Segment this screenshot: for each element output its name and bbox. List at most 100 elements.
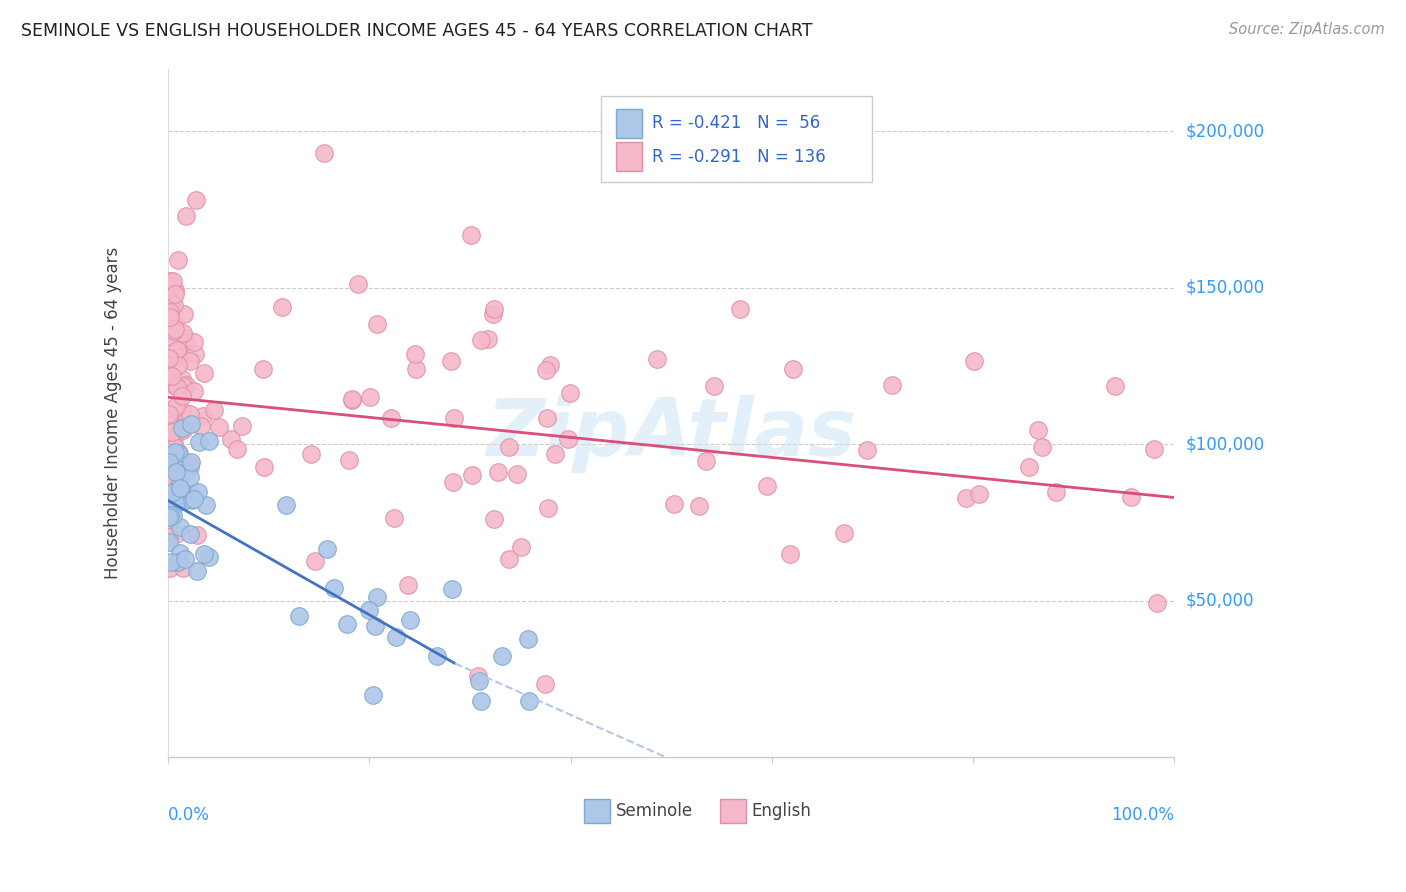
- Point: [183, 384, 205, 398]
- Point: [166, 380, 188, 394]
- Point: [498, 440, 520, 454]
- Point: [169, 481, 191, 495]
- Text: $100,000: $100,000: [1185, 435, 1264, 453]
- Point: [323, 581, 346, 595]
- Point: [195, 498, 218, 512]
- Point: [172, 561, 194, 575]
- Point: [1104, 379, 1126, 393]
- Point: [180, 417, 202, 432]
- Point: [166, 350, 188, 364]
- Point: [193, 366, 215, 380]
- Point: [173, 331, 195, 345]
- Point: [162, 485, 184, 500]
- Point: [703, 379, 725, 393]
- Point: [163, 440, 186, 454]
- Point: [165, 283, 187, 297]
- Text: Source: ZipAtlas.com: Source: ZipAtlas.com: [1229, 22, 1385, 37]
- Point: [440, 582, 463, 596]
- Point: [177, 485, 200, 500]
- Point: [165, 399, 187, 413]
- Point: [270, 300, 292, 314]
- Point: [180, 492, 202, 507]
- Point: [645, 352, 668, 367]
- Point: [221, 432, 243, 446]
- Point: [166, 489, 188, 503]
- Point: [165, 428, 187, 442]
- Point: [664, 498, 686, 512]
- Point: [162, 500, 184, 514]
- Text: $150,000: $150,000: [1185, 278, 1264, 297]
- Point: [172, 379, 194, 393]
- Point: [159, 305, 181, 319]
- Text: 0.0%: 0.0%: [169, 805, 209, 823]
- Point: [728, 301, 751, 316]
- Point: [756, 479, 779, 493]
- Point: [536, 410, 558, 425]
- Point: [157, 407, 180, 421]
- Point: [482, 512, 505, 526]
- Point: [202, 402, 225, 417]
- Point: [163, 321, 186, 335]
- Point: [159, 274, 181, 288]
- Point: [460, 228, 482, 243]
- Point: [183, 492, 205, 507]
- Point: [183, 335, 205, 350]
- Point: [159, 561, 181, 575]
- Point: [534, 677, 557, 691]
- Point: [157, 534, 180, 549]
- Point: [276, 498, 298, 512]
- Point: [162, 324, 184, 338]
- Point: [460, 468, 482, 483]
- Point: [443, 410, 465, 425]
- Point: [1146, 596, 1168, 610]
- Point: [162, 472, 184, 486]
- Point: [160, 296, 183, 310]
- Point: [165, 445, 187, 459]
- Point: [187, 484, 209, 499]
- Point: [470, 333, 492, 347]
- FancyBboxPatch shape: [600, 96, 873, 182]
- Point: [157, 451, 180, 466]
- Point: [170, 372, 193, 386]
- Point: [167, 358, 190, 372]
- Point: [179, 527, 201, 541]
- Point: [440, 354, 463, 368]
- Point: [157, 530, 180, 544]
- Point: [1121, 490, 1143, 504]
- Point: [342, 392, 364, 407]
- Point: [557, 432, 579, 446]
- Point: [176, 210, 198, 224]
- Point: [160, 368, 183, 383]
- Point: [157, 525, 180, 540]
- Point: [179, 470, 201, 484]
- Point: [184, 193, 207, 207]
- Point: [173, 307, 195, 321]
- Point: [169, 520, 191, 534]
- Point: [157, 367, 180, 381]
- Point: [498, 552, 520, 566]
- Point: [159, 509, 181, 524]
- Point: [366, 318, 388, 332]
- Text: 100.0%: 100.0%: [1111, 805, 1174, 823]
- Text: Householder Income Ages 45 - 64 years: Householder Income Ages 45 - 64 years: [104, 247, 122, 579]
- Point: [208, 420, 231, 434]
- Point: [558, 385, 581, 400]
- Point: [396, 578, 419, 592]
- FancyBboxPatch shape: [616, 109, 643, 137]
- Point: [405, 362, 427, 376]
- Point: [167, 478, 190, 492]
- Point: [180, 455, 202, 469]
- Point: [832, 525, 855, 540]
- Point: [470, 694, 492, 708]
- Point: [1143, 442, 1166, 456]
- Point: [316, 541, 339, 556]
- Point: [426, 649, 449, 664]
- Point: [174, 551, 197, 566]
- Point: [441, 475, 464, 489]
- Point: [856, 442, 879, 457]
- Point: [193, 409, 215, 423]
- Point: [357, 602, 380, 616]
- Point: [517, 694, 540, 708]
- Point: [955, 491, 977, 506]
- Point: [169, 546, 191, 560]
